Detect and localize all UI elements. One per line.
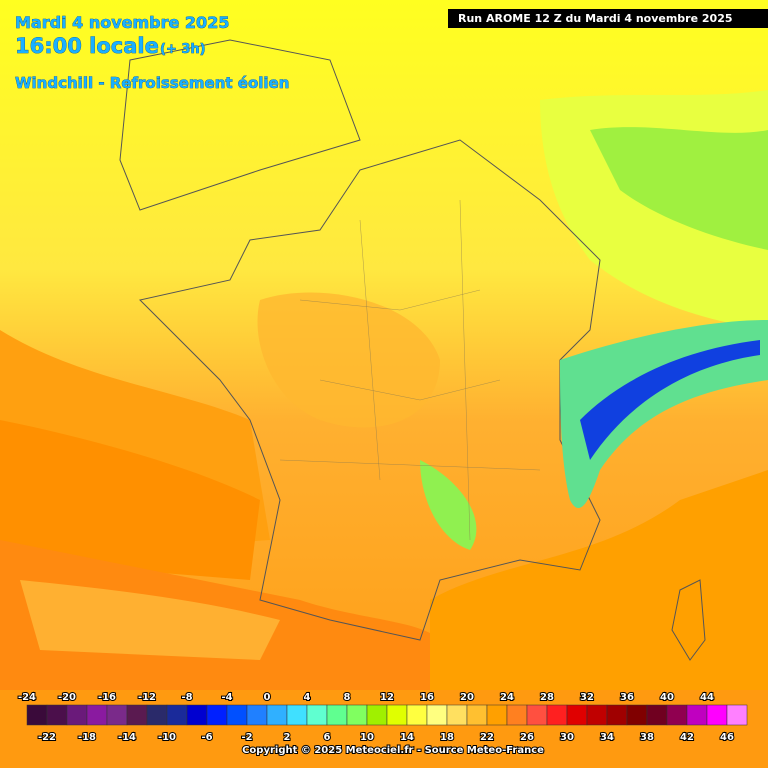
legend-swatch [306, 704, 328, 726]
legend-label: 10 [360, 732, 374, 743]
legend-swatch [586, 704, 608, 726]
legend-swatch [326, 704, 348, 726]
legend-label: 28 [540, 692, 554, 703]
legend-label: 34 [600, 732, 614, 743]
legend-label: -24 [18, 692, 36, 703]
legend-label: -22 [38, 732, 56, 743]
massif-central [420, 460, 477, 550]
legend-label: 22 [480, 732, 494, 743]
legend-swatch [426, 704, 448, 726]
legend-swatch [166, 704, 188, 726]
legend-swatch [86, 704, 108, 726]
legend-swatch [206, 704, 228, 726]
legend-label: 2 [284, 732, 291, 743]
alps [560, 320, 768, 509]
land-france [139, 139, 601, 641]
legend-swatch [546, 704, 568, 726]
legend-swatch [566, 704, 588, 726]
legend-swatch [386, 704, 408, 726]
legend-swatch [406, 704, 428, 726]
legend-swatch [506, 704, 528, 726]
legend-label: -2 [241, 732, 252, 743]
legend-swatch [246, 704, 268, 726]
copyright: Copyright © 2025 Meteociel.fr - Source M… [242, 745, 544, 756]
legend-label: -20 [58, 692, 76, 703]
legend-label: -6 [201, 732, 212, 743]
legend-label: 46 [720, 732, 734, 743]
date-label: Mardi 4 novembre 2025 [15, 13, 229, 32]
offset-label: (+ 3h) [160, 42, 206, 57]
legend-label: -18 [78, 732, 96, 743]
legend-label: 26 [520, 732, 534, 743]
legend-swatch [26, 704, 48, 726]
legend-swatch [146, 704, 168, 726]
field-label: Windchill - Refroissement éolien [15, 74, 289, 92]
legend-swatch [226, 704, 248, 726]
land-east-cold [590, 127, 768, 250]
run-label: Run AROME 12 Z du Mardi 4 novembre 2025 [458, 12, 733, 25]
legend-swatch [666, 704, 688, 726]
legend-swatch [646, 704, 668, 726]
land-corsica [671, 579, 706, 661]
legend-swatch [126, 704, 148, 726]
legend-label: 32 [580, 692, 594, 703]
legend-swatch [106, 704, 128, 726]
legend-label: -14 [118, 732, 136, 743]
legend-swatch [726, 704, 748, 726]
sea-mediterranean [430, 470, 768, 690]
time-label: 16:00 locale [15, 34, 159, 58]
legend-swatch [466, 704, 488, 726]
legend-label: -16 [98, 692, 116, 703]
legend-label: 38 [640, 732, 654, 743]
legend-label: 6 [324, 732, 331, 743]
legend-swatch [446, 704, 468, 726]
legend-label: 16 [420, 692, 434, 703]
legend-swatch [706, 704, 728, 726]
alps-peaks [580, 340, 760, 460]
legend-label: 40 [660, 692, 674, 703]
department-lines [279, 199, 541, 541]
legend-label: 20 [460, 692, 474, 703]
legend-swatch [346, 704, 368, 726]
legend-swatch [486, 704, 508, 726]
legend-label: 8 [344, 692, 351, 703]
legend-label: -4 [221, 692, 232, 703]
legend-label: 42 [680, 732, 694, 743]
legend-swatch [626, 704, 648, 726]
legend-label: 4 [304, 692, 311, 703]
legend-label: 30 [560, 732, 574, 743]
mountains [20, 580, 280, 660]
legend-label: 0 [264, 692, 271, 703]
legend-swatch [266, 704, 288, 726]
legend-label: -10 [158, 732, 176, 743]
legend-label: 44 [700, 692, 714, 703]
legend-label: 12 [380, 692, 394, 703]
legend-swatch [46, 704, 68, 726]
warm-zone [257, 292, 440, 428]
sea-area [0, 420, 260, 580]
legend-swatch [286, 704, 308, 726]
legend-swatch [186, 704, 208, 726]
legend-swatch [66, 704, 88, 726]
land-uk [119, 39, 361, 211]
legend-label: -8 [181, 692, 192, 703]
legend-swatch [606, 704, 628, 726]
legend-background [0, 690, 768, 768]
legend-label: 14 [400, 732, 414, 743]
legend-label: 24 [500, 692, 514, 703]
legend-swatch [686, 704, 708, 726]
legend-label: -12 [138, 692, 156, 703]
legend-label: 36 [620, 692, 634, 703]
legend-swatch [526, 704, 548, 726]
legend-label: 18 [440, 732, 454, 743]
legend-swatch [366, 704, 388, 726]
run-box [448, 9, 768, 28]
